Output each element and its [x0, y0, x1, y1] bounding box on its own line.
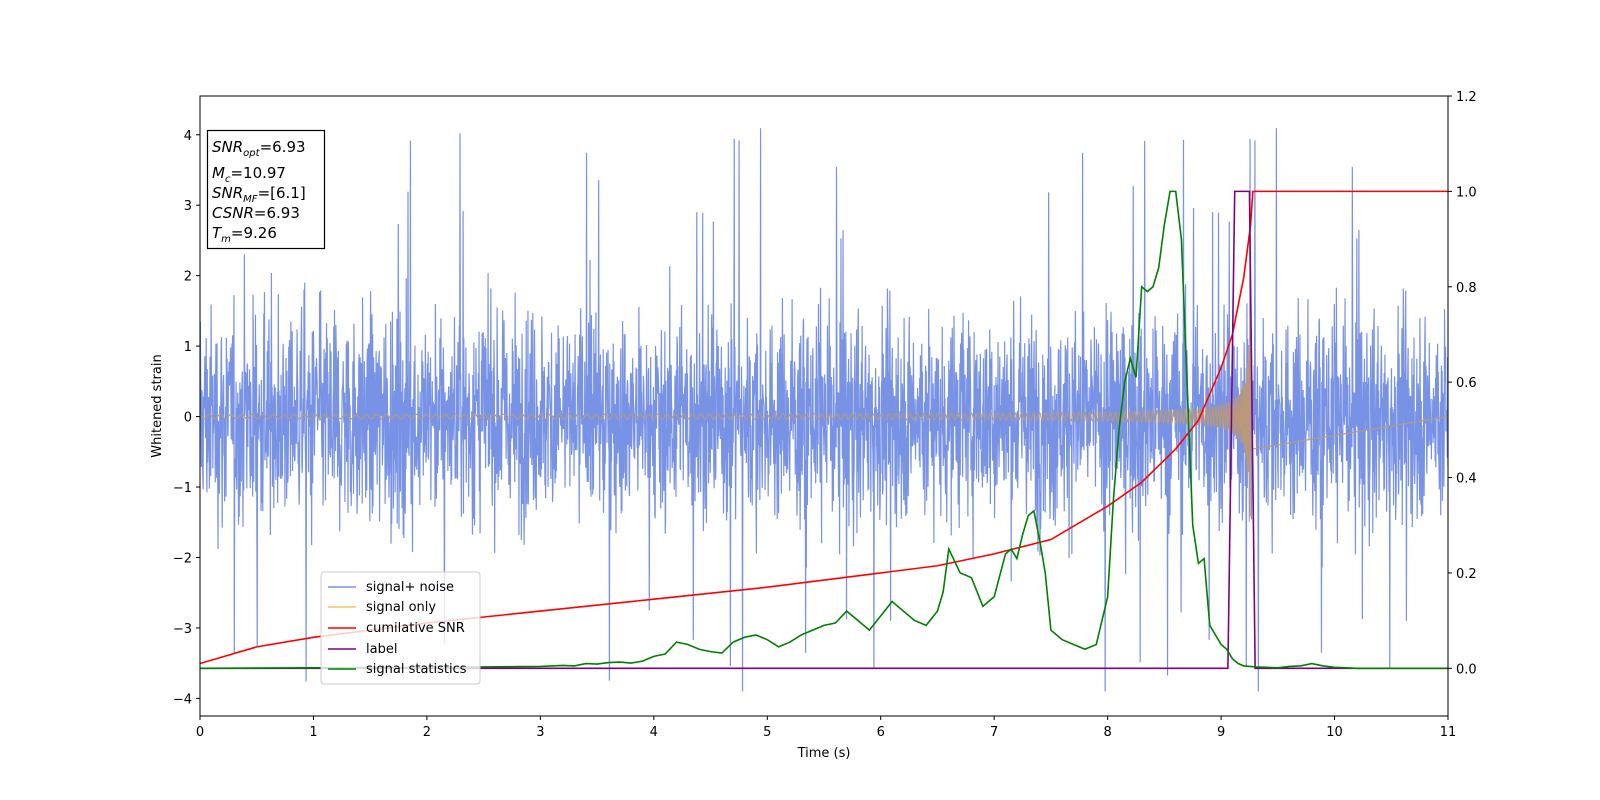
- x-tick-label: 3: [536, 725, 544, 740]
- legend-label-label: label: [366, 642, 397, 657]
- info-csnr: CSNR=6.93: [212, 204, 300, 222]
- x-tick-label: 5: [763, 725, 771, 740]
- info-box-frame: [206, 129, 326, 250]
- legend-label-signal-statistics: signal statistics: [366, 662, 467, 677]
- x-tick-label: 10: [1326, 725, 1343, 740]
- y-right-tick-label: 1.2: [1456, 90, 1477, 105]
- x-tick-label: 1: [309, 725, 317, 740]
- info-box: SNRopt=6.93 Mc=10.97 SNRMF=[6.1] CSNR=6.…: [206, 129, 326, 250]
- x-tick-label: 2: [423, 725, 431, 740]
- y-left-tick-label: −3: [173, 622, 192, 637]
- axes-frame: [199, 95, 1449, 717]
- y-right-tick-label: 1.0: [1456, 185, 1477, 200]
- x-axis-ticks: 0 1 2 3 4 5 6 7 8 9 10 11: [196, 716, 1456, 740]
- legend-label-signal-noise: signal+ noise: [366, 580, 454, 595]
- x-tick-label: 8: [1103, 725, 1111, 740]
- info-tm: Tm=9.26: [212, 224, 277, 245]
- y-right-tick-label: 0.8: [1456, 281, 1477, 296]
- y-axis-right-ticks: 1.2 1.0 0.8 0.6 0.4 0.2 0.0: [1448, 90, 1477, 677]
- label-line: [200, 190, 1448, 670]
- x-axis-label: Time (s): [797, 746, 851, 761]
- y-left-tick-label: −1: [173, 481, 192, 496]
- y-left-tick-label: 1: [184, 340, 192, 355]
- y-axis-left-ticks: 4 3 2 1 0 −1 −2 −3 −4: [173, 129, 200, 707]
- x-tick-label: 6: [877, 725, 885, 740]
- y-left-tick-label: 0: [184, 411, 192, 426]
- legend-label-cumulative-snr: cumilative SNR: [366, 621, 465, 636]
- y-axis-label: Whitened strain: [150, 354, 165, 457]
- series-signal-only: [200, 313, 1448, 522]
- y-left-tick-label: 4: [184, 129, 192, 144]
- series-label: [200, 190, 1448, 670]
- series-signal-statistics: [200, 190, 1448, 670]
- legend: signal+ noise signal only cumilative SNR…: [320, 571, 481, 685]
- legend-frame: [320, 571, 481, 685]
- y-left-tick-label: 2: [184, 270, 192, 285]
- y-right-tick-label: 0.0: [1456, 662, 1477, 677]
- x-tick-label: 9: [1217, 725, 1225, 740]
- legend-label-signal-only: signal only: [366, 600, 436, 615]
- y-right-tick-label: 0.2: [1456, 567, 1477, 582]
- signal-only-line: [200, 313, 1448, 522]
- info-snr-opt: SNRopt=6.93: [212, 138, 306, 159]
- y-left-tick-label: −4: [173, 692, 192, 707]
- x-tick-label: 4: [650, 725, 658, 740]
- y-right-tick-label: 0.4: [1456, 472, 1477, 487]
- info-snr-mf: SNRMF=[6.1]: [212, 184, 306, 205]
- y-right-tick-label: 0.6: [1456, 376, 1477, 391]
- y-left-tick-label: −2: [173, 551, 192, 566]
- y-left-tick-label: 3: [184, 199, 192, 214]
- x-tick-label: 0: [196, 725, 204, 740]
- x-tick-label: 7: [990, 725, 998, 740]
- info-mc: Mc=10.97: [212, 164, 286, 185]
- signal-statistics-line: [200, 190, 1448, 670]
- x-tick-label: 11: [1440, 725, 1457, 740]
